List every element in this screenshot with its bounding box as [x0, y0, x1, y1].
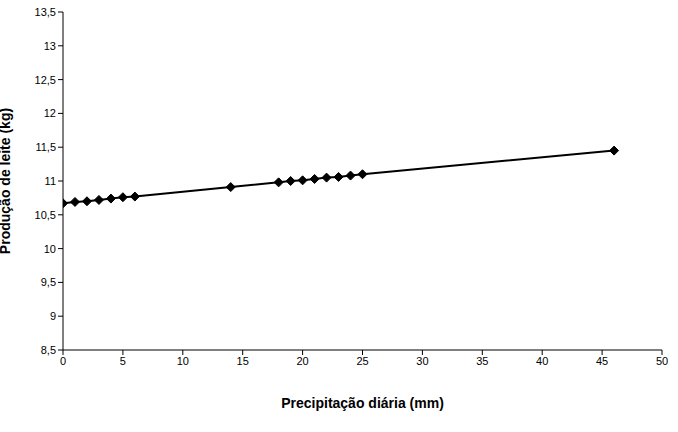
- svg-text:5: 5: [120, 355, 126, 367]
- svg-text:9: 9: [50, 310, 56, 322]
- svg-text:10,5: 10,5: [35, 209, 56, 221]
- svg-text:10: 10: [44, 243, 56, 255]
- svg-text:11: 11: [45, 175, 56, 187]
- svg-text:10: 10: [177, 355, 189, 367]
- svg-text:Produção de leite (kg): Produção de leite (kg): [8, 108, 13, 254]
- svg-text:13,5: 13,5: [35, 6, 56, 18]
- svg-text:30: 30: [416, 355, 428, 367]
- svg-text:45: 45: [596, 355, 608, 367]
- svg-text:0: 0: [60, 355, 66, 367]
- svg-text:12: 12: [44, 107, 56, 119]
- svg-text:35: 35: [476, 355, 488, 367]
- svg-text:15: 15: [237, 355, 249, 367]
- svg-text:40: 40: [536, 355, 548, 367]
- svg-text:12,5: 12,5: [35, 74, 56, 86]
- svg-text:11,5: 11,5: [35, 141, 56, 153]
- svg-text:50: 50: [656, 355, 668, 367]
- svg-text:9,5: 9,5: [41, 276, 56, 288]
- svg-text:25: 25: [356, 355, 368, 367]
- svg-text:13: 13: [44, 40, 56, 52]
- svg-text:Precipitação diária (mm): Precipitação diária (mm): [281, 395, 444, 411]
- svg-text:20: 20: [296, 355, 308, 367]
- svg-text:8,5: 8,5: [41, 344, 56, 356]
